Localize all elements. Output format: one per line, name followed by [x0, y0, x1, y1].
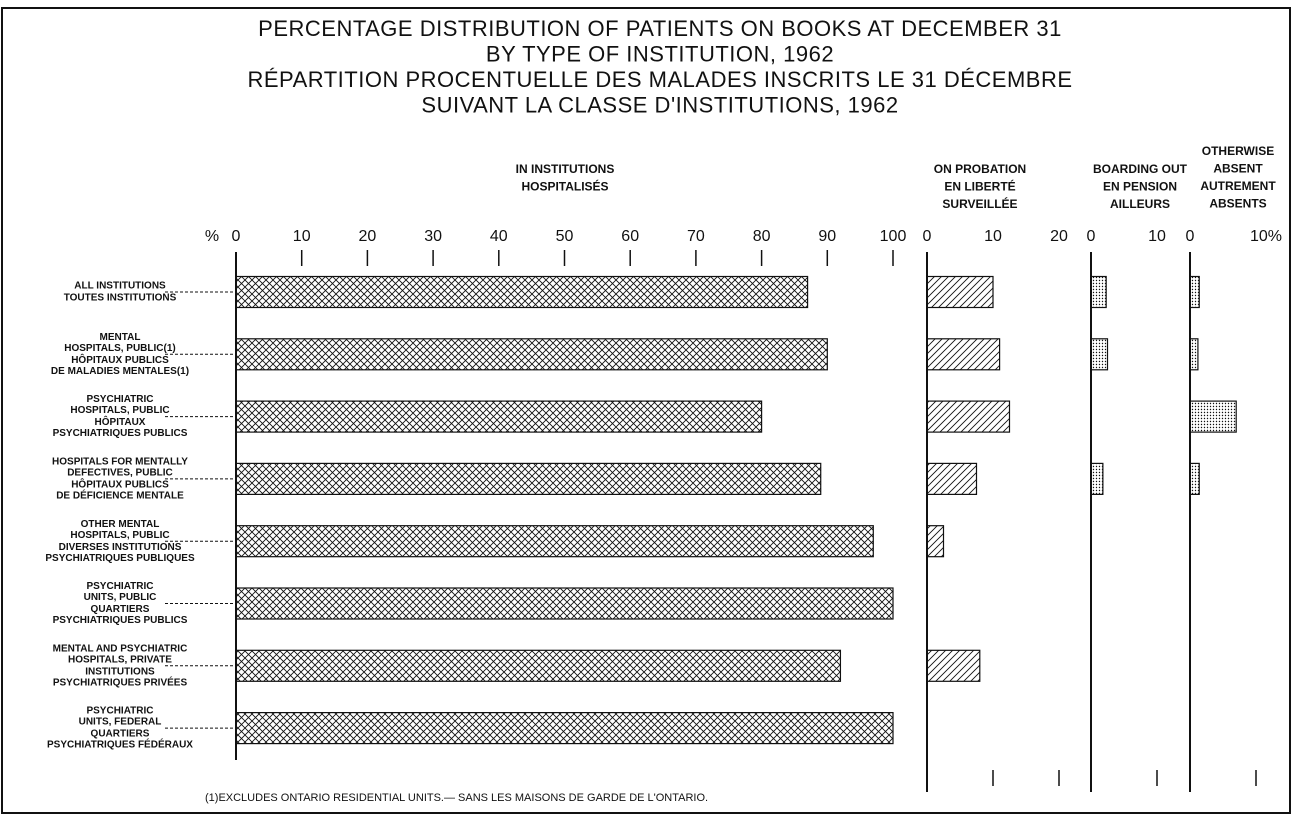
- x-tick-label: 10: [1148, 228, 1166, 245]
- bar: [926, 400, 1011, 433]
- category-label: MENTAL AND PSYCHIATRIC: [53, 643, 188, 654]
- x-tick-label: 0: [1087, 228, 1096, 245]
- bar: [1090, 338, 1109, 371]
- x-tick-label: 80: [753, 228, 771, 245]
- category-label: UNITS, PUBLIC: [84, 592, 157, 603]
- category-label: HÔPITAUX PUBLICS: [71, 478, 169, 491]
- category-label: UNITS, FEDERAL: [79, 717, 162, 728]
- category-label: PSYCHIATRIQUES FÉDÉRAUX: [47, 738, 193, 751]
- panel-title: ABSENTS: [1209, 197, 1266, 211]
- category-label: QUARTIERS: [91, 604, 150, 615]
- x-tick-label: 10%: [1250, 228, 1282, 245]
- bar: [1090, 462, 1104, 495]
- category-label: PSYCHIATRIQUES PUBLICS: [53, 428, 188, 439]
- bar: [926, 275, 994, 309]
- x-tick-label: 60: [621, 228, 639, 245]
- x-tick-label: 20: [1050, 228, 1068, 245]
- x-tick-label: 90: [818, 228, 836, 245]
- category-label: MENTAL: [100, 332, 141, 343]
- panel-title: EN LIBERTÉ: [944, 179, 1015, 194]
- bar: [926, 462, 978, 495]
- chart-title: BY TYPE OF INSTITUTION, 1962: [486, 41, 834, 66]
- x-tick-label: 10: [293, 228, 311, 245]
- category-label: TOUTES INSTITUTIONS: [64, 293, 177, 304]
- category-label: HOSPITALS, PRIVATE: [68, 654, 172, 665]
- footnote: (1)EXCLUDES ONTARIO RESIDENTIAL UNITS.— …: [205, 792, 708, 804]
- category-label: DIVERSES INSTITUTIONS: [59, 542, 182, 553]
- category-label: PSYCHIATRIC: [86, 706, 153, 717]
- bar: [235, 462, 822, 495]
- category-label: INSTITUTIONS: [85, 666, 155, 677]
- panel-title: HOSPITALISÉS: [521, 179, 608, 194]
- category-label: PSYCHIATRIC: [86, 581, 153, 592]
- frame: [1, 7, 1291, 814]
- bar: [235, 525, 874, 558]
- x-tick-label: 0: [232, 228, 241, 245]
- panel-title: IN INSTITUTIONS: [516, 162, 615, 176]
- bar: [1189, 338, 1199, 371]
- bar: [235, 400, 763, 433]
- bar: [235, 587, 894, 620]
- category-label: HOSPITALS FOR MENTALLY: [52, 457, 188, 468]
- x-tick-label: 100: [880, 228, 907, 245]
- category-label: PSYCHIATRIQUES PUBLICS: [53, 615, 188, 626]
- x-tick-label: 70: [687, 228, 705, 245]
- category-label: HOSPITALS, PUBLIC: [70, 530, 169, 541]
- x-tick-label: 50: [556, 228, 574, 245]
- category-label: HÔPITAUX: [95, 415, 146, 428]
- x-tick-label: 30: [424, 228, 442, 245]
- bar: [926, 649, 981, 682]
- category-label: DE DÉFICIENCE MENTALE: [56, 489, 184, 502]
- x-tick-label: 40: [490, 228, 508, 245]
- panel-title: AUTREMENT: [1200, 179, 1276, 193]
- category-label: PSYCHIATRIQUES PRIVÉES: [53, 675, 188, 688]
- category-label: DE MALADIES MENTALES(1): [51, 366, 189, 377]
- chart-title: RÉPARTITION PROCENTUELLE DES MALADES INS…: [247, 67, 1072, 92]
- bar: [1090, 275, 1107, 309]
- panel-title: BOARDING OUT: [1093, 162, 1188, 176]
- category-label: DEFECTIVES, PUBLIC: [67, 468, 173, 479]
- panel-title: SURVEILLÉE: [942, 196, 1017, 211]
- bar: [235, 338, 828, 371]
- x-tick-label: 10: [984, 228, 1002, 245]
- bar: [1189, 400, 1237, 433]
- bar: [235, 649, 842, 682]
- category-label: HOSPITALS, PUBLIC: [70, 405, 169, 416]
- bar: [926, 338, 1001, 371]
- category-label: PSYCHIATRIC: [86, 394, 153, 405]
- x-tick-label: 20: [359, 228, 377, 245]
- category-label: HOSPITALS, PUBLIC(1): [64, 343, 175, 354]
- category-label: QUARTIERS: [91, 729, 150, 740]
- bar: [926, 525, 945, 558]
- category-label: ALL INSTITUTIONS: [74, 281, 166, 292]
- panel-title: AILLEURS: [1110, 197, 1170, 211]
- unit-label: %: [205, 228, 219, 245]
- category-label: OTHER MENTAL: [81, 519, 160, 530]
- bar: [1189, 275, 1200, 309]
- panel-title: EN PENSION: [1103, 180, 1177, 194]
- panel-title: ABSENT: [1213, 162, 1263, 176]
- category-label: PSYCHIATRIQUES PUBLIQUES: [45, 553, 195, 564]
- panel-title: ON PROBATION: [934, 162, 1026, 176]
- chart-title: SUIVANT LA CLASSE D'INSTITUTIONS, 1962: [421, 92, 898, 117]
- bar: [235, 711, 894, 745]
- panel-title: OTHERWISE: [1202, 144, 1274, 158]
- x-tick-label: 0: [923, 228, 932, 245]
- category-label: HÔPITAUX PUBLICS: [71, 353, 169, 366]
- chart-title: PERCENTAGE DISTRIBUTION OF PATIENTS ON B…: [258, 16, 1062, 41]
- bar: [1189, 462, 1200, 495]
- bar: [235, 275, 809, 309]
- x-tick-label: 0: [1186, 228, 1195, 245]
